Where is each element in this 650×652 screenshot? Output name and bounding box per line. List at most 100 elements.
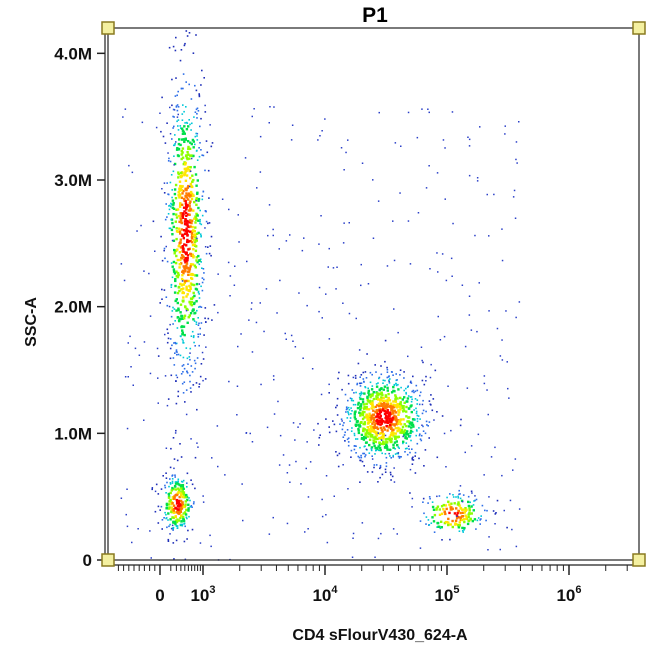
data-point — [184, 42, 186, 45]
data-point — [169, 338, 172, 340]
data-point — [170, 508, 173, 512]
data-point — [325, 514, 327, 516]
data-point — [172, 507, 175, 511]
data-point — [366, 435, 369, 438]
data-point — [413, 409, 415, 411]
gate-rectangle[interactable] — [107, 27, 640, 561]
data-point — [151, 487, 154, 489]
gate-handle[interactable] — [101, 21, 115, 35]
data-point — [180, 49, 183, 51]
data-point — [177, 176, 180, 179]
data-point — [185, 222, 188, 225]
data-point — [192, 229, 195, 232]
data-point — [203, 77, 205, 79]
data-point — [188, 83, 190, 86]
data-point — [163, 249, 165, 252]
data-point — [179, 184, 182, 188]
data-point — [355, 452, 357, 454]
data-point — [179, 516, 182, 520]
x-tick-label: 105 — [434, 584, 459, 605]
data-point — [173, 467, 175, 470]
data-point — [360, 263, 362, 266]
data-point — [377, 481, 379, 483]
data-point — [166, 328, 169, 331]
data-point — [177, 491, 180, 494]
data-point — [398, 429, 401, 432]
data-point — [388, 423, 392, 427]
data-point — [427, 502, 429, 504]
data-point — [176, 316, 180, 319]
data-point — [433, 513, 437, 517]
data-point — [409, 396, 412, 398]
data-point — [210, 235, 213, 238]
data-point — [273, 378, 275, 381]
data-point — [403, 371, 405, 373]
data-point — [175, 270, 178, 273]
data-point — [464, 507, 467, 510]
data-point — [191, 243, 195, 247]
data-point — [181, 192, 184, 195]
data-point — [360, 433, 364, 437]
gate-handle[interactable] — [632, 21, 646, 35]
data-point — [332, 267, 335, 269]
data-point — [171, 199, 175, 202]
data-point — [363, 410, 366, 414]
data-point — [467, 519, 471, 523]
data-point — [185, 251, 188, 254]
data-point — [186, 370, 188, 373]
data-point — [394, 395, 398, 399]
data-point — [359, 414, 362, 417]
data-point — [168, 157, 170, 160]
data-point — [187, 316, 190, 319]
gate-handle[interactable] — [101, 553, 115, 567]
data-point — [400, 456, 402, 458]
data-point — [335, 406, 337, 409]
data-point — [172, 203, 175, 206]
data-point — [371, 471, 374, 473]
data-point — [452, 494, 454, 496]
data-point — [367, 283, 370, 285]
data-point — [457, 495, 459, 498]
data-point — [182, 495, 185, 498]
data-point — [179, 311, 182, 314]
data-point — [411, 457, 413, 460]
data-point — [436, 456, 439, 459]
data-point — [372, 428, 376, 432]
data-point — [279, 434, 282, 437]
data-point — [196, 132, 199, 135]
data-point — [120, 263, 123, 265]
data-point — [394, 397, 397, 401]
data-point — [201, 289, 204, 292]
data-point — [431, 505, 435, 509]
data-point — [416, 403, 418, 405]
data-point — [173, 162, 177, 166]
data-point — [376, 414, 379, 417]
data-point — [176, 258, 179, 262]
data-point — [285, 338, 287, 340]
data-point — [193, 312, 196, 315]
data-point — [382, 396, 385, 400]
data-point — [173, 248, 176, 252]
data-point — [126, 525, 129, 528]
data-point — [185, 287, 188, 291]
data-point — [181, 270, 184, 273]
data-point — [405, 410, 408, 413]
data-point — [411, 398, 413, 401]
data-point — [318, 286, 321, 289]
data-point — [182, 479, 185, 482]
data-point — [182, 237, 185, 240]
data-point — [462, 494, 465, 496]
data-point — [194, 173, 198, 176]
data-point — [474, 234, 476, 237]
gate-handle[interactable] — [632, 553, 646, 567]
data-point — [177, 395, 179, 398]
data-point — [377, 432, 379, 434]
data-point — [436, 526, 438, 528]
data-point — [345, 406, 348, 408]
data-point — [416, 389, 419, 392]
data-point — [186, 308, 189, 311]
data-point — [344, 393, 347, 396]
data-point — [189, 374, 191, 377]
data-point — [405, 400, 408, 403]
data-point — [189, 123, 191, 126]
